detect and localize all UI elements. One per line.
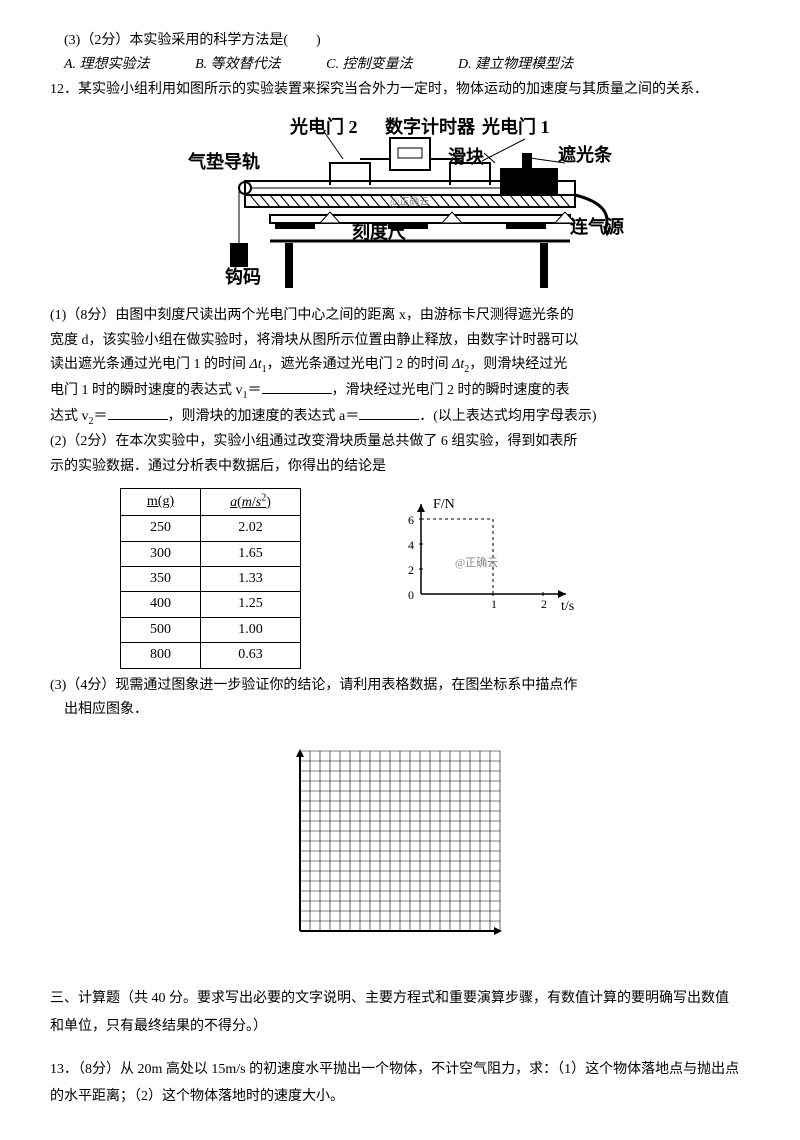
table-row: 2502.02 [121,516,301,541]
option-a: A. 理想实验法 [64,57,150,72]
q11-3-prompt: (3)（2分）本实验采用的科学方法是( ) [50,30,750,52]
option-c: C. 控制变量法 [326,57,412,72]
gate2-label: 光电门 2 [289,116,358,137]
q12-1-l1: (1)（8分）由图中刻度尺读出两个光电门中心之间的距离 x，由游标卡尺测得遮光条… [50,305,750,327]
graph-grid [280,741,520,961]
q12-1-l4: 电门 1 时的瞬时速度的表达式 v1＝，滑块经过光电门 2 时的瞬时速度的表 [50,380,750,404]
svg-text:@正确云: @正确云 [390,195,429,208]
q12-1-l5: 达式 v2＝，则滑块的加速度的表达式 a＝．(以上表达式均用字母表示) [50,406,750,430]
blank-a[interactable] [359,406,419,420]
table-row: 3501.33 [121,566,301,591]
option-b: B. 等效替代法 [195,57,281,72]
gate1-label: 光电门 1 [481,116,550,137]
timer-label: 数字计时器 [385,116,476,137]
blank-v2[interactable] [108,406,168,420]
blank-v1[interactable] [262,380,332,394]
airsrc-label: 连气源 [570,216,624,237]
q12-1-l2: 宽度 d，该实验小组在做实验时，将滑块从图所示位置由静止释放，由数字计时器可以 [50,330,750,352]
apparatus-diagram: 光电门 2 数字计时器 光电门 1 气垫导轨 滑块 遮光条 刻度尺 钩码 连气源… [170,113,630,293]
q12-3-l1: (3)（4分）现需通过图象进一步验证你的结论，请利用表格数据，在图坐标系中描点作 [50,675,750,697]
option-d: D. 建立物理模型法 [458,57,573,72]
svg-text:1: 1 [491,597,497,611]
table-row: 3001.65 [121,541,301,566]
data-table: m(g) a(m/s2) 2502.02 3001.65 3501.33 400… [120,488,301,668]
table-row: 5001.00 [121,617,301,642]
xlabel: t/s [561,599,574,614]
section3-title: 三、计算题（共 40 分。要求写出必要的文字说明、主要方程式和重要演算步骤，有数… [50,985,750,1041]
q11-3-options: A. 理想实验法 B. 等效替代法 C. 控制变量法 D. 建立物理模型法 [50,54,750,76]
airtrack-label: 气垫导轨 [187,151,260,172]
svg-text:6: 6 [408,513,414,527]
mass-label: 钩码 [225,266,261,287]
ft-chart: F/N t/s 0 2 4 6 1 2 @正确云 [391,494,581,619]
svg-text:2: 2 [541,597,547,611]
q12-2-l1: (2)（2分）在本次实验中，实验小组通过改变滑块质量总共做了 6 组实验，得到如… [50,431,750,453]
watermark: @正确云 [455,556,498,569]
q12-intro: 12．某实验小组利用如图所示的实验装置来探究当合外力一定时，物体运动的加速度与其… [50,79,750,101]
q12-3-l2: 出相应图象． [50,699,750,721]
ylabel: F/N [433,497,455,512]
svg-text:2: 2 [408,563,414,577]
table-row: 8000.63 [121,643,301,668]
q13-text: 13．（8分）从 20m 高处以 15m/s 的初速度水平抛出一个物体，不计空气… [50,1057,750,1110]
col-m: m(g) [147,494,174,509]
flag-label: 遮光条 [558,144,613,165]
col-a: a(m/s2) [230,495,271,510]
svg-text:4: 4 [408,538,414,552]
q12-2-l2: 示的实验数据．通过分析表中数据后，你得出的结论是 [50,456,750,478]
table-row: 4001.25 [121,592,301,617]
svg-text:0: 0 [408,588,414,602]
q12-1-l3: 读出遮光条通过光电门 1 的时间 Δt1，遮光条通过光电门 2 的时间 Δt2，… [50,354,750,378]
